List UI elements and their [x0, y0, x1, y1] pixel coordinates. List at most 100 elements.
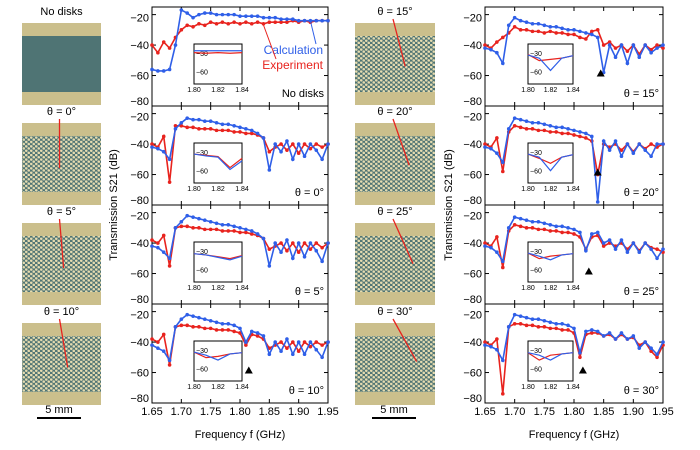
calculation-point — [595, 200, 600, 204]
calculation-point — [285, 337, 289, 341]
disk-lattice — [355, 236, 435, 292]
calculation-point — [631, 334, 636, 338]
experiment-point — [518, 224, 523, 229]
calculation-point — [625, 61, 630, 66]
y-tick-label: −20 — [130, 310, 149, 322]
experiment-point — [167, 363, 172, 367]
experiment-point — [536, 227, 541, 232]
calculation-point — [179, 8, 184, 12]
calculation-point — [320, 157, 324, 162]
calculation-point — [273, 142, 278, 146]
sample-photo: No disks — [22, 6, 101, 105]
experiment-point — [279, 340, 283, 344]
calculation-point — [308, 142, 313, 146]
calculation-point — [285, 139, 289, 143]
experiment-point — [536, 128, 541, 133]
experiment-point — [495, 235, 499, 239]
angle-line — [392, 18, 406, 67]
experiment-point — [566, 230, 570, 235]
calculation-point — [238, 125, 242, 130]
calculation-point — [619, 43, 624, 47]
experiment-point — [296, 151, 301, 156]
y-tick-label: −80 — [130, 195, 149, 207]
experiment-point — [244, 20, 248, 25]
calculation-point — [191, 314, 195, 318]
experiment-point — [320, 145, 324, 149]
calculation-point — [542, 23, 547, 28]
experiment-point — [191, 25, 195, 29]
experiment-line — [484, 124, 664, 175]
sample-photo: θ = 15° — [355, 6, 435, 105]
chart-panel: −20 −40 −60 −801.65 1.70 1.75 1.80 1.85 1.90 1.95… — [130, 303, 339, 418]
calculation-point — [495, 50, 499, 55]
angle-line — [58, 318, 69, 368]
inset-x-tick-label: 1.84 — [566, 384, 580, 391]
experiment-point — [226, 21, 231, 26]
experiment-point — [291, 241, 295, 245]
calculation-point — [512, 312, 517, 317]
experiment-point — [512, 124, 517, 128]
experiment-point — [279, 241, 283, 245]
experiment-point — [590, 29, 594, 34]
calculation-point — [566, 127, 570, 131]
experiment-point — [548, 229, 553, 233]
calculation-point — [208, 219, 213, 224]
calculation-point — [542, 122, 547, 127]
calculation-point — [279, 349, 283, 354]
calculation-point — [249, 229, 254, 233]
inset-frame — [193, 340, 243, 382]
disk-lattice — [355, 136, 435, 192]
calculation-point — [595, 35, 600, 40]
calculation-point — [506, 226, 511, 230]
inset-plot: −30 −60 1.80 1.82 1.84 — [521, 43, 580, 94]
calculation-point — [173, 226, 178, 230]
calculation-point — [613, 337, 618, 341]
calculation-point — [220, 322, 225, 326]
experiment-point — [483, 340, 487, 344]
calculation-point — [584, 248, 588, 253]
calculation-point — [320, 355, 324, 360]
calculation-point — [631, 241, 636, 245]
calculation-point — [226, 12, 231, 17]
inset-y-tick-label: −30 — [530, 51, 542, 58]
inset-y-tick-label: −60 — [530, 169, 542, 176]
calculation-point — [314, 148, 319, 152]
calculation-point — [572, 326, 576, 331]
calculation-point — [244, 340, 248, 344]
experiment-point — [584, 136, 588, 140]
experiment-point — [595, 28, 600, 32]
inset-x-tick-label: 1.80 — [521, 384, 535, 391]
calculation-point — [267, 352, 272, 357]
calculation-point — [161, 349, 166, 354]
calculation-point — [296, 142, 301, 146]
inset-frame — [193, 43, 243, 85]
inset-y-tick-label: −60 — [196, 367, 208, 374]
x-axis-label-right: Frequency f (GHz) — [529, 429, 619, 441]
experiment-point — [542, 325, 547, 329]
calculation-point — [208, 318, 213, 323]
calculation-point — [554, 125, 558, 130]
y-tick-label: −20 — [130, 211, 149, 223]
experiment-point — [320, 245, 324, 250]
experiment-point — [495, 337, 499, 341]
calculation-point — [314, 347, 319, 352]
y-tick-label: −60 — [463, 368, 482, 380]
calculation-point — [518, 314, 523, 318]
calculation-point — [167, 157, 172, 162]
experiment-point — [208, 227, 213, 232]
inset-x-tick-label: 1.82 — [544, 186, 558, 193]
experiment-point — [167, 46, 172, 50]
calculation-point — [255, 232, 260, 236]
y-tick-label: −40 — [130, 40, 149, 52]
calculation-line — [484, 16, 664, 73]
calculation-point — [661, 142, 665, 146]
calculation-point — [572, 227, 576, 232]
sample-photos: No disks θ = 0° θ = 5° θ = 10° θ = 15° θ = 20… — [22, 6, 435, 405]
calculation-point — [536, 219, 541, 224]
calculation-point — [619, 331, 624, 335]
experiment-point — [197, 21, 201, 26]
calculation-point — [238, 326, 242, 331]
experiment-point — [560, 31, 564, 35]
experiment-point — [226, 229, 231, 233]
